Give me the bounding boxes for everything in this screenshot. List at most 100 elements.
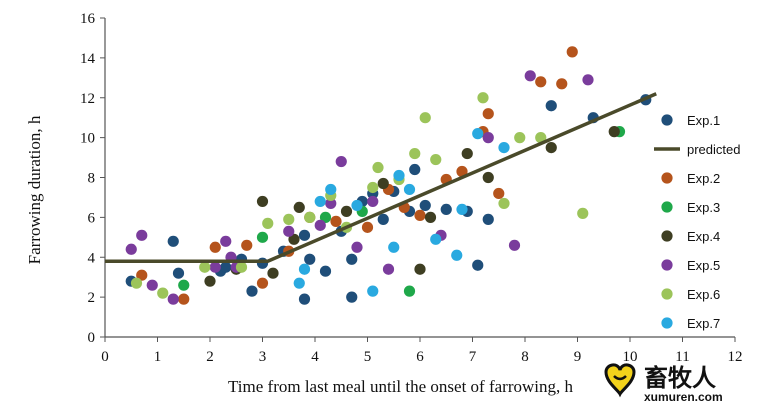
data-point [482,171,494,184]
legend-item: Exp.7 [661,316,720,331]
data-point [556,78,568,90]
data-point [388,241,400,253]
data-point [482,213,494,225]
legend-label: Exp.5 [687,258,720,273]
data-point [403,285,416,297]
data-point [220,235,232,247]
data-point [351,241,363,253]
data-point [256,277,269,289]
legend-label: Exp.2 [687,171,720,186]
data-point [178,279,190,291]
x-tick-label: 0 [101,349,109,365]
data-point [136,269,148,281]
legend-marker [661,114,673,126]
data-point [209,241,221,253]
data-point [498,197,510,210]
data-point [346,291,358,303]
y-tick-label: 14 [80,51,96,67]
data-point [472,128,484,140]
data-point [262,217,274,229]
x-tick-label: 12 [728,349,743,365]
x-tick-label: 3 [259,349,267,365]
data-point [367,195,379,208]
y-tick-label: 12 [80,91,95,107]
data-point [330,215,342,227]
x-tick-label: 4 [311,349,319,365]
watermark: 畜牧人 xumuren.com [604,363,723,401]
data-point [409,147,421,160]
watermark-chinese: 畜牧人 [644,364,716,392]
data-point [346,253,358,265]
data-point [325,197,337,210]
data-point [482,108,494,120]
y-tick-label: 2 [88,290,96,306]
data-point [130,277,143,289]
data-point [167,235,179,247]
data-point [209,261,221,273]
legend-label: Exp.4 [687,229,720,244]
data-point [493,187,505,200]
x-tick-label: 5 [364,349,372,365]
data-point [220,261,232,273]
data-point [535,132,547,144]
legend-item: Exp.2 [661,171,720,186]
data-point [304,211,316,223]
data-point [241,239,253,251]
y-tick-label: 8 [88,171,96,187]
data-point [535,76,547,88]
data-point [414,263,426,275]
data-point [377,177,389,190]
legend-marker [661,201,673,213]
data-point [545,100,557,112]
data-point [283,225,295,237]
y-axis-title: Farrowing duration, h [25,115,44,264]
legend-marker [661,288,673,300]
data-point [514,132,526,144]
legend-label: Exp.1 [687,113,720,128]
data-point [414,209,426,221]
data-point [577,207,589,219]
data-point [256,257,269,269]
y-tick-label: 16 [80,11,96,27]
data-point [456,203,468,215]
data-point [125,243,137,255]
data-point [409,163,421,176]
data-point [335,155,347,168]
data-point [199,261,211,273]
data-point [293,201,305,214]
data-point [382,263,395,275]
legend-item: Exp.4 [661,229,720,244]
data-point [456,165,468,178]
x-tick-label: 9 [574,349,582,365]
series-exp-7 [293,128,510,297]
data-point [319,211,332,223]
data-point [256,195,269,208]
x-tick-label: 6 [416,349,424,365]
x-axis-title: Time from last meal until the onset of f… [228,377,573,396]
data-point [372,161,384,174]
data-point [136,229,148,241]
data-point [367,285,379,297]
legend: Exp.1 predicted Exp.2 Exp.3 Exp.4 Exp.5 Exp.6 E… [654,113,740,331]
data-point [424,211,437,223]
data-point [298,263,311,275]
data-point [267,267,279,279]
legend-label: Exp.7 [687,316,720,331]
data-point [314,219,326,231]
legend-label: Exp.6 [687,287,720,302]
legend-label: Exp.3 [687,200,720,215]
x-tick-label: 1 [154,349,162,365]
data-point [178,293,190,305]
data-point [451,249,463,261]
y-tick-label: 10 [80,131,95,147]
legend-item: predicted [654,142,740,157]
data-point [340,205,353,217]
predicted-line [105,92,657,263]
data-point [314,195,326,208]
x-tick-label: 2 [206,349,214,365]
data-point [419,112,431,124]
data-point [393,169,405,182]
data-point [204,275,216,287]
y-axis: 0 2 4 6 8 10 12 14 16 [80,11,106,346]
